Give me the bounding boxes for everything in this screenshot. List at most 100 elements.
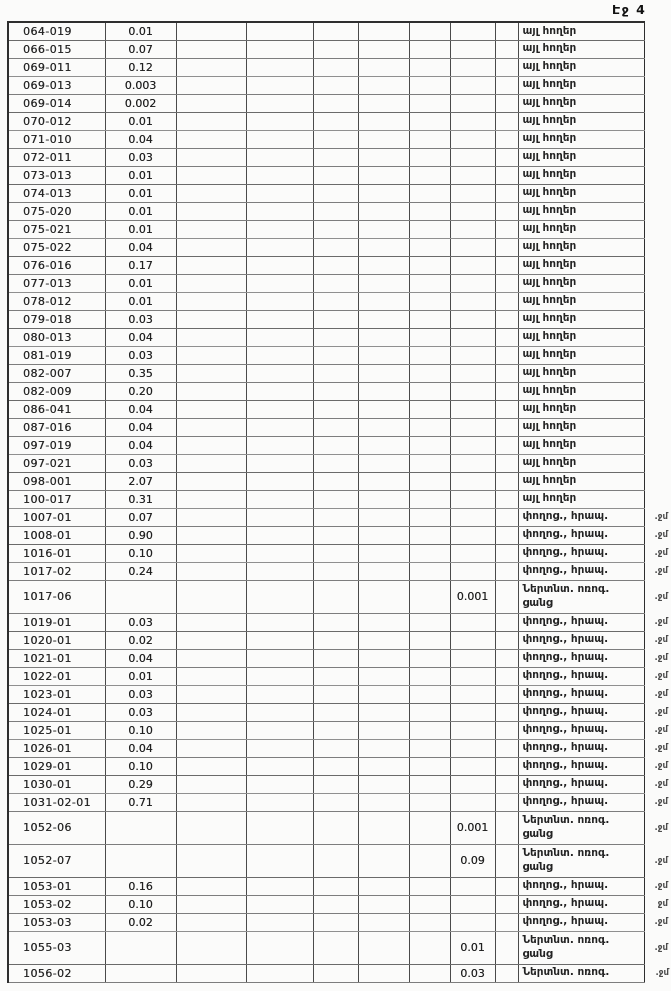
empty-cell: [313, 58, 359, 77]
empty-cell: [313, 94, 359, 113]
empty-cell: [176, 631, 247, 650]
area-value-cell: 0.20: [105, 382, 177, 401]
empty-cell: [176, 775, 247, 794]
empty-cell: [495, 613, 519, 632]
land-type-cell: այլ հողեր: [518, 238, 645, 257]
table-row: 1031-02-01 0.71 փողոց., հրապ. .ջմ: [7, 793, 670, 812]
table-row: 1017-02 0.24 փողոց., հրապ. .ջմ: [7, 562, 670, 581]
empty-cell: [358, 721, 410, 740]
secondary-value-cell: [450, 562, 496, 581]
secondary-value-cell: [450, 913, 496, 932]
empty-cell: [495, 184, 519, 203]
parcel-code-cell: 1030-01: [7, 775, 106, 794]
empty-cell: [313, 811, 359, 845]
empty-cell: [409, 184, 451, 203]
page-edge-fragment: .ջմ: [654, 689, 668, 699]
parcel-code-cell: 074-013: [7, 184, 106, 203]
empty-cell: [246, 21, 314, 41]
table-row: 1030-01 0.29 փողոց., հրապ. .ջմ: [7, 775, 670, 794]
secondary-value-cell: [450, 877, 496, 896]
empty-cell: [246, 328, 314, 347]
empty-cell: [176, 184, 247, 203]
empty-cell: [176, 721, 247, 740]
empty-cell: [409, 436, 451, 455]
secondary-value-cell: [450, 649, 496, 668]
table-row: 1029-01 0.10 փողոց., հրապ. .ջմ: [7, 757, 670, 776]
empty-cell: [313, 346, 359, 365]
area-value-cell: 0.01: [105, 274, 177, 293]
empty-cell: [409, 58, 451, 77]
page-edge-fragment: [644, 166, 670, 184]
parcel-code-cell: 1022-01: [7, 667, 106, 686]
page-edge-fragment: [644, 382, 670, 400]
area-value-cell: 0.10: [105, 721, 177, 740]
secondary-value-cell: [450, 112, 496, 131]
parcel-code-cell: 079-018: [7, 310, 106, 329]
empty-cell: [246, 913, 314, 932]
table-row: 079-018 0.03 այլ հողեր: [7, 310, 670, 329]
parcel-code-cell: 098-001: [7, 472, 106, 491]
page-edge-fragment: [644, 364, 670, 382]
secondary-value-cell: [450, 685, 496, 704]
empty-cell: [176, 490, 247, 509]
empty-cell: [495, 130, 519, 149]
parcel-code-cell: 097-019: [7, 436, 106, 455]
empty-cell: [313, 562, 359, 581]
land-type-cell: այլ հողեր: [518, 454, 645, 473]
page-edge-fragment: .ջմ: [654, 617, 668, 627]
area-value-cell: 0.01: [105, 21, 177, 41]
empty-cell: [358, 220, 410, 239]
empty-cell: [313, 775, 359, 794]
land-type-cell: այլ հողեր: [518, 76, 645, 95]
empty-cell: [409, 757, 451, 776]
empty-cell: [313, 328, 359, 347]
table-row: 1026-01 0.04 փողոց., հրապ. .ջմ: [7, 739, 670, 758]
page-edge-fragment: .ջմ: [654, 653, 668, 663]
table-row: 078-012 0.01 այլ հողեր: [7, 292, 670, 311]
land-type-cell: փողոց., հրապ.: [518, 562, 645, 581]
land-type-cell: Ներտնտ. ոռոգ. ցանց: [518, 931, 645, 965]
table-row: 069-011 0.12 այլ հողեր: [7, 58, 670, 77]
empty-cell: [409, 877, 451, 896]
empty-cell: [313, 490, 359, 509]
table-row: 076-016 0.17 այլ հողեր: [7, 256, 670, 275]
page-edge-fragment: [644, 40, 670, 58]
empty-cell: [176, 400, 247, 419]
empty-cell: [313, 472, 359, 491]
empty-cell: [495, 418, 519, 437]
page-edge-fragment: .ջմ: [654, 548, 668, 558]
empty-cell: [176, 58, 247, 77]
parcel-code-cell: 075-020: [7, 202, 106, 221]
empty-cell: [313, 310, 359, 329]
empty-cell: [176, 877, 247, 896]
page-edge-fragment: [644, 346, 670, 364]
empty-cell: [495, 238, 519, 257]
area-value-cell: 0.90: [105, 526, 177, 545]
empty-cell: [409, 913, 451, 932]
empty-cell: [409, 544, 451, 563]
table-row: 072-011 0.03 այլ հողեր: [7, 148, 670, 167]
empty-cell: [246, 757, 314, 776]
table-row: 064-019 0.01 այլ հողեր: [7, 21, 670, 41]
area-value-cell: 0.03: [105, 346, 177, 365]
parcel-code-cell: 086-041: [7, 400, 106, 419]
area-value-cell: 0.03: [105, 310, 177, 329]
secondary-value-cell: [450, 703, 496, 722]
empty-cell: [358, 631, 410, 650]
empty-cell: [358, 400, 410, 419]
page-edge-fragment: [644, 454, 670, 472]
empty-cell: [358, 544, 410, 563]
parcel-code-cell: 087-016: [7, 418, 106, 437]
secondary-value-cell: [450, 775, 496, 794]
empty-cell: [358, 703, 410, 722]
empty-cell: [246, 130, 314, 149]
empty-cell: [246, 895, 314, 914]
table-row: 080-013 0.04 այլ հողեր: [7, 328, 670, 347]
empty-cell: [409, 130, 451, 149]
empty-cell: [409, 895, 451, 914]
area-value-cell: 0.04: [105, 418, 177, 437]
table-row: 097-019 0.04 այլ հողեր: [7, 436, 670, 455]
empty-cell: [176, 544, 247, 563]
land-type-cell: փողոց., հրապ.: [518, 703, 645, 722]
land-type-cell: փողոց., հրապ.: [518, 544, 645, 563]
